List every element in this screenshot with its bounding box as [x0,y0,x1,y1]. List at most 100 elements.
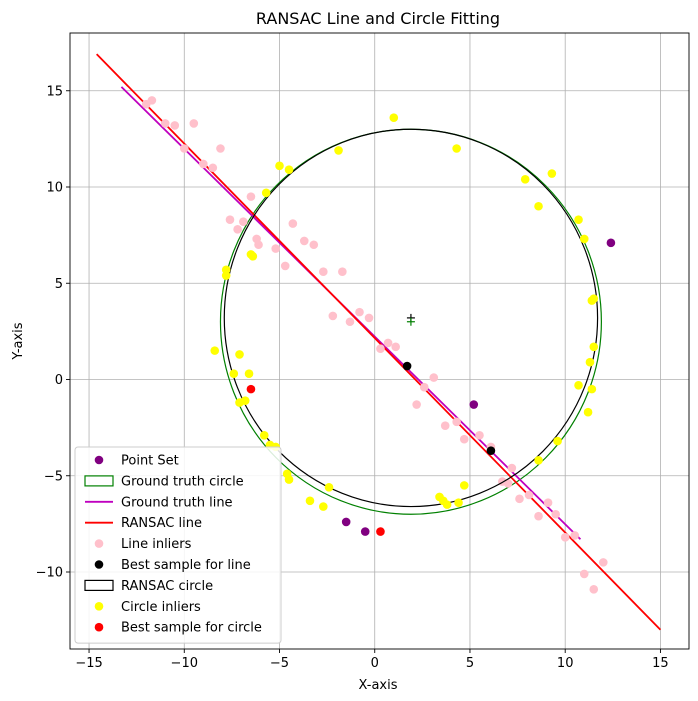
legend-marker [94,602,104,611]
circle-inlier-point [324,483,334,492]
line-inlier-point [254,240,263,250]
line-inlier-point [319,267,328,277]
circle-inlier-point [334,146,343,155]
point-set-point [606,238,616,248]
line-inlier-point [429,373,439,382]
y-tick-label: 10 [46,181,63,196]
line-inlier-point [515,494,524,504]
point-set-point [360,527,370,536]
line-inlier-point [475,431,484,440]
point-set-point [341,517,351,527]
y-tick-label: 15 [46,84,63,99]
circle-inlier-point [589,294,599,303]
circle-inlier-point [534,201,543,211]
line-inlier-point [579,569,589,579]
legend-label: Best sample for circle [121,621,262,636]
line-inlier-point [208,163,218,173]
x-tick-label: 10 [557,656,574,671]
circle-best-sample-point [376,527,385,536]
circle-inlier-point [284,165,294,174]
legend-marker [94,622,104,632]
y-tick-label: 5 [55,277,63,292]
line-inlier-point [239,217,248,226]
line-inlier-point [170,121,180,130]
line-best-sample-point [486,446,496,456]
ransac-circle [223,128,599,508]
circle-inlier-point [389,113,399,122]
line-inlier-point [288,219,298,228]
center-marker [406,317,415,326]
legend-marker [94,539,104,548]
chart-title: RANSAC Line and Circle Fitting [256,9,500,28]
circle-inlier-point [583,407,593,417]
line-inlier-point [551,509,560,519]
legend-label: Point Set [121,454,179,469]
line-inlier-point [383,338,393,348]
legend-label: Best sample for line [121,558,251,573]
circle-inlier-point [275,161,284,171]
circle-inlier-point [319,502,328,511]
x-tick-label: −5 [270,656,289,671]
line-inlier-point [216,144,225,153]
line-inlier-point [147,96,157,105]
line-inlier-point [246,192,256,201]
legend-label: Ground truth line [121,495,233,510]
circle-inlier-point [553,436,562,446]
circle-inlier-point [579,234,589,244]
x-axis-label: X-axis [359,678,398,693]
line-inlier-point [412,400,421,409]
legend-marker [84,475,114,487]
y-tick-label: 0 [55,373,63,388]
y-axis-label: Y-axis [11,322,26,360]
circle-best-sample-point [246,384,256,394]
circle-inlier-point [520,175,530,184]
legend-label: Circle inliers [121,600,201,615]
line-inlier-point [419,382,429,392]
circle-inlier-point [259,431,269,440]
circle-inlier-point [442,500,452,509]
x-tick-label: 0 [371,656,379,671]
line-inlier-point [570,531,580,540]
line-inlier-point [507,463,517,473]
line-inlier-point [391,342,400,352]
circle-inlier-point [534,456,543,465]
line-inlier-point [543,498,553,508]
line-inlier-point [524,490,534,500]
line-inlier-point [459,434,469,444]
circle-inlier-point [587,384,597,394]
y-tick-label: −5 [44,469,63,484]
line-inlier-point [376,344,385,354]
circle-inlier-point [221,271,231,280]
circle-inlier-point [244,369,254,379]
x-tick-label: −15 [75,656,102,671]
line-inlier-point [189,119,199,128]
line-inlier-point [160,119,170,128]
circle-inlier-point [547,169,557,178]
line-inlier-point [233,225,242,234]
line-inlier-point [225,215,235,225]
circle-inlier-point [210,346,220,355]
circle-inlier-point [574,380,583,390]
legend-marker [94,560,104,569]
legend-label: Line inliers [121,537,192,552]
line-inlier-point [598,558,608,567]
x-tick-label: 5 [466,656,474,671]
circle-inlier-point [452,144,461,153]
legend-marker [84,579,114,592]
line-inlier-point [309,240,319,250]
line-inlier-point [280,261,290,271]
circle-inlier-point [459,481,469,490]
line-inlier-point [271,244,280,253]
circle-inlier-point [589,342,599,352]
legend: Point Set Ground truth circle Ground truth… [74,446,282,644]
circle-inlier-point [261,188,271,198]
circle-inlier-point [574,215,583,225]
circle-inlier-point [284,475,294,484]
line-inlier-point [179,144,189,153]
legend-label: Ground truth circle [121,474,244,489]
line-inlier-point [452,417,461,427]
legend-label: RANSAC line [121,516,202,531]
line-inlier-point [364,313,374,323]
point-set-point [469,400,479,409]
